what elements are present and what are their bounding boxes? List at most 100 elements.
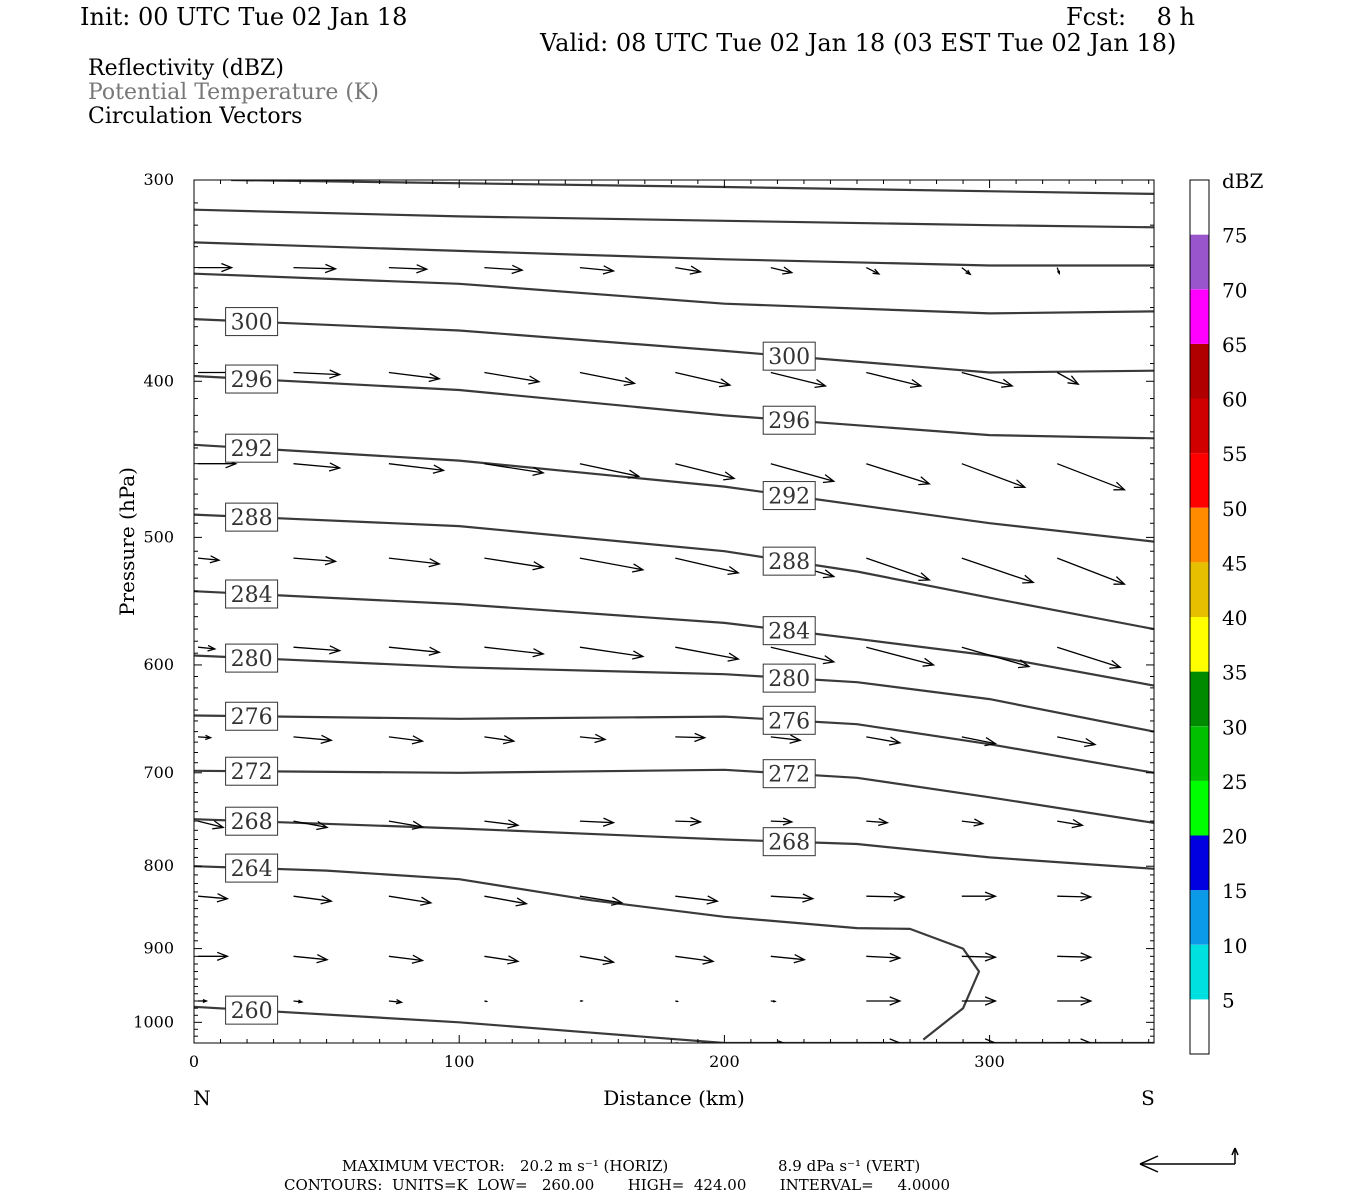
- colorbar-swatch: [1190, 780, 1209, 836]
- circulation-vector: [961, 371, 1014, 388]
- circulation-vector: [1057, 818, 1085, 829]
- y-tick-label: 400: [143, 371, 174, 390]
- colorbar-swatch: [1190, 180, 1209, 235]
- circulation-vector: [866, 557, 931, 582]
- forecast-hour: Fcst: 8 h: [1066, 3, 1196, 31]
- circulation-vector: [961, 736, 998, 747]
- circulation-vector: [579, 817, 616, 827]
- contour-label: 300: [231, 311, 273, 336]
- colorbar-tick-label: 45: [1222, 551, 1247, 575]
- contour-label-box: [225, 756, 279, 786]
- circulation-vector: [770, 463, 836, 484]
- init-time: Init: 00 UTC Tue 02 Jan 18: [80, 3, 408, 31]
- contour-label: 280: [231, 647, 273, 672]
- colorbar-frame: [1189, 179, 1210, 1055]
- circulation-vector: [770, 893, 815, 903]
- circulation-vector: [866, 996, 902, 1006]
- contour-label-box: [225, 502, 279, 532]
- circulation-vector: [961, 646, 1031, 669]
- theta-contour-line: [194, 374, 1154, 440]
- circulation-vector: [197, 734, 213, 741]
- contour-label: 296: [231, 368, 273, 393]
- circulation-vector: [198, 951, 230, 962]
- circulation-vector: [388, 820, 425, 830]
- contour-label-box: [225, 433, 279, 463]
- contour-label-box: [225, 853, 279, 883]
- circulation-vector: [484, 557, 545, 571]
- circulation-vector: [293, 263, 338, 274]
- circulation-vector: [484, 735, 516, 745]
- colorbar-tick-label: 10: [1222, 934, 1247, 958]
- x-tick-label: 0: [189, 1052, 199, 1071]
- theta-contour-line: [194, 318, 1154, 374]
- x-axis-end-label-north: N: [193, 1086, 211, 1110]
- colorbar-swatch: [1190, 617, 1209, 672]
- circulation-vector: [675, 371, 732, 388]
- circulation-vector: [198, 998, 209, 1004]
- theta-contour-line: [194, 272, 1154, 315]
- circulation-vector: [866, 736, 902, 746]
- contour-label: 288: [231, 506, 273, 531]
- circulation-vector: [484, 895, 529, 907]
- circulation-vector: [579, 733, 607, 744]
- circulation-vector: [675, 816, 703, 827]
- colorbar-tick-label: 25: [1222, 770, 1247, 794]
- circulation-vector: [484, 646, 545, 658]
- contour-label-box: [225, 643, 279, 673]
- circulation-vector: [675, 265, 703, 275]
- circulation-vector: [866, 463, 931, 486]
- contour-label: 276: [768, 709, 810, 734]
- circulation-vector: [866, 371, 923, 389]
- contour-label: 292: [231, 437, 273, 462]
- y-tick-label: 500: [143, 527, 174, 546]
- contour-label: 284: [768, 620, 810, 645]
- circulation-vector: [675, 732, 707, 743]
- circulation-vector: [484, 264, 524, 275]
- circulation-vector: [770, 266, 794, 275]
- circulation-vector: [293, 734, 334, 745]
- contour-info: CONTOURS: UNITS=K LOW= 260.00 HIGH= 424.…: [284, 1176, 950, 1194]
- field-label-theta: Potential Temperature (K): [88, 80, 379, 105]
- colorbar-tick-label: 65: [1222, 333, 1247, 357]
- circulation-vector: [770, 954, 807, 964]
- theta-contour-line: [194, 865, 981, 1041]
- circulation-vector: [197, 555, 221, 564]
- circulation-vector: [293, 645, 342, 655]
- y-tick-label: 1000: [133, 1012, 174, 1031]
- circulation-vector: [388, 735, 425, 745]
- circulation-vector: [1056, 463, 1127, 491]
- circulation-vector: [388, 895, 433, 906]
- circulation-vector: [579, 646, 645, 660]
- theta-contour-line: [194, 654, 1154, 733]
- y-tick-label: 700: [143, 763, 174, 782]
- circulation-vector: [770, 1000, 777, 1003]
- theta-contour-line: [194, 1005, 1154, 1043]
- circulation-vector: [675, 955, 715, 965]
- colorbar-swatch: [1190, 289, 1209, 344]
- x-tick-label: 200: [709, 1052, 740, 1071]
- contour-label: 272: [768, 763, 810, 788]
- circulation-vector: [388, 264, 429, 274]
- circulation-vector: [770, 646, 836, 665]
- y-tick-label: 800: [143, 856, 174, 875]
- max-vector-label: MAXIMUM VECTOR:: [342, 1157, 505, 1175]
- contour-label-box: [225, 701, 279, 731]
- theta-contour-line: [194, 714, 1154, 774]
- colorbar-unit: dBZ: [1222, 169, 1264, 193]
- contour-label: 268: [768, 831, 810, 856]
- x-tick-label: 300: [974, 1052, 1005, 1071]
- colorbar-tick-label: 70: [1222, 278, 1247, 302]
- circulation-vector: [1057, 952, 1093, 962]
- colorbar-swatch: [1190, 234, 1209, 290]
- theta-contour-line: [231, 180, 1154, 195]
- contour-label-box: [762, 705, 816, 735]
- circulation-vector: [484, 1000, 489, 1003]
- circulation-vector: [1056, 267, 1061, 276]
- colorbar-tick-label: 35: [1222, 661, 1247, 685]
- colorbar-tick-label: 15: [1222, 879, 1247, 903]
- circulation-vector: [388, 954, 425, 964]
- circulation-vector: [1057, 736, 1097, 748]
- circulation-vector: [293, 369, 342, 379]
- contour-label: 280: [768, 667, 810, 692]
